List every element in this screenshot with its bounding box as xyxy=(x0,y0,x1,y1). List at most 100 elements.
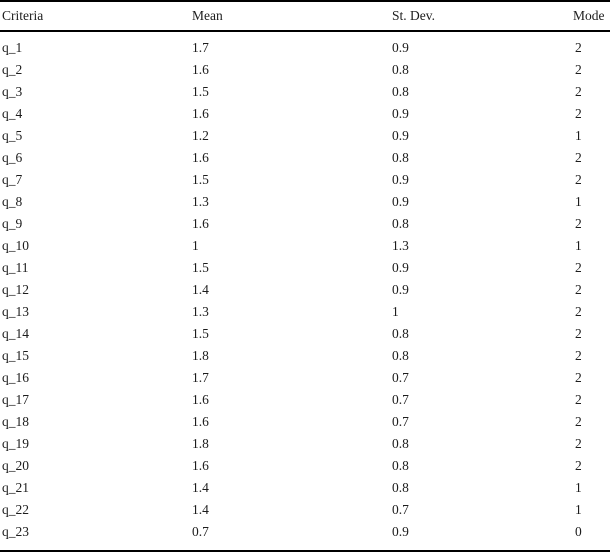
row-mode-cell: 2 xyxy=(575,172,582,188)
table-row: q_5 1.2 0.9 1 xyxy=(0,125,610,147)
row-mode-cell: 2 xyxy=(575,260,582,276)
row-st-dev-cell: 0.8 xyxy=(392,480,409,496)
row-criteria-cell: q_5 xyxy=(2,128,23,144)
row-mean-cell: 1.6 xyxy=(192,414,209,430)
row-mode-cell: 2 xyxy=(575,84,582,100)
row-mean-cell: 1 xyxy=(192,238,199,254)
row-st-dev-cell: 0.8 xyxy=(392,150,409,166)
row-mode-cell: 2 xyxy=(575,326,582,342)
row-mode-cell: 2 xyxy=(575,304,582,320)
table-row: q_1 1.7 0.9 2 xyxy=(0,37,610,59)
row-criteria-cell: q_15 xyxy=(2,348,29,364)
column-header-criteria: Criteria xyxy=(2,8,44,24)
table-row: q_23 0.7 0.9 0 xyxy=(0,521,610,543)
row-mode-cell: 1 xyxy=(575,480,582,496)
table-row: q_14 1.5 0.8 2 xyxy=(0,323,610,345)
row-criteria-cell: q_10 xyxy=(2,238,29,254)
row-mode-cell: 2 xyxy=(575,436,582,452)
row-st-dev-cell: 0.7 xyxy=(392,414,409,430)
table-row: q_18 1.6 0.7 2 xyxy=(0,411,610,433)
row-st-dev-cell: 0.7 xyxy=(392,370,409,386)
row-mean-cell: 1.6 xyxy=(192,150,209,166)
row-st-dev-cell: 0.9 xyxy=(392,128,409,144)
row-st-dev-cell: 0.9 xyxy=(392,260,409,276)
row-criteria-cell: q_23 xyxy=(2,524,29,540)
row-st-dev-cell: 0.8 xyxy=(392,216,409,232)
table-row: q_7 1.5 0.9 2 xyxy=(0,169,610,191)
row-mean-cell: 1.2 xyxy=(192,128,209,144)
table-row: q_6 1.6 0.8 2 xyxy=(0,147,610,169)
row-criteria-cell: q_7 xyxy=(2,172,23,188)
row-mean-cell: 1.5 xyxy=(192,260,209,276)
table-row: q_3 1.5 0.8 2 xyxy=(0,81,610,103)
row-st-dev-cell: 0.8 xyxy=(392,348,409,364)
table-row: q_2 1.6 0.8 2 xyxy=(0,59,610,81)
row-criteria-cell: q_6 xyxy=(2,150,23,166)
table-row: q_11 1.5 0.9 2 xyxy=(0,257,610,279)
row-mode-cell: 1 xyxy=(575,194,582,210)
row-mean-cell: 1.6 xyxy=(192,216,209,232)
table-row: q_17 1.6 0.7 2 xyxy=(0,389,610,411)
row-criteria-cell: q_21 xyxy=(2,480,29,496)
row-st-dev-cell: 0.7 xyxy=(392,392,409,408)
row-st-dev-cell: 0.9 xyxy=(392,172,409,188)
row-st-dev-cell: 0.7 xyxy=(392,502,409,518)
row-mode-cell: 2 xyxy=(575,106,582,122)
row-mode-cell: 2 xyxy=(575,370,582,386)
row-st-dev-cell: 0.9 xyxy=(392,194,409,210)
row-mode-cell: 1 xyxy=(575,128,582,144)
row-mode-cell: 2 xyxy=(575,40,582,56)
table-row: q_10 1 1.3 1 xyxy=(0,235,610,257)
table-body: q_1 1.7 0.9 2 q_2 1.6 0.8 2 q_3 1.5 0.8 2 q_4 1.6 0.9 2… xyxy=(0,32,610,550)
row-criteria-cell: q_13 xyxy=(2,304,29,320)
table-row: q_16 1.7 0.7 2 xyxy=(0,367,610,389)
row-st-dev-cell: 0.9 xyxy=(392,40,409,56)
row-criteria-cell: q_9 xyxy=(2,216,23,232)
row-mode-cell: 2 xyxy=(575,348,582,364)
row-criteria-cell: q_14 xyxy=(2,326,29,342)
row-mean-cell: 1.5 xyxy=(192,172,209,188)
row-criteria-cell: q_2 xyxy=(2,62,23,78)
row-st-dev-cell: 0.8 xyxy=(392,326,409,342)
row-st-dev-cell: 0.8 xyxy=(392,458,409,474)
row-criteria-cell: q_1 xyxy=(2,40,23,56)
table-row: q_20 1.6 0.8 2 xyxy=(0,455,610,477)
row-st-dev-cell: 0.8 xyxy=(392,62,409,78)
table-row: q_4 1.6 0.9 2 xyxy=(0,103,610,125)
row-mode-cell: 1 xyxy=(575,502,582,518)
row-mode-cell: 2 xyxy=(575,414,582,430)
table-row: q_22 1.4 0.7 1 xyxy=(0,499,610,521)
row-st-dev-cell: 0.9 xyxy=(392,524,409,540)
row-mean-cell: 1.4 xyxy=(192,502,209,518)
row-st-dev-cell: 0.9 xyxy=(392,282,409,298)
column-header-mean: Mean xyxy=(192,8,223,24)
row-criteria-cell: q_16 xyxy=(2,370,29,386)
row-st-dev-cell: 1.3 xyxy=(392,238,409,254)
table-row: q_13 1.3 1 2 xyxy=(0,301,610,323)
row-st-dev-cell: 0.9 xyxy=(392,106,409,122)
row-mean-cell: 1.3 xyxy=(192,194,209,210)
row-mode-cell: 2 xyxy=(575,150,582,166)
row-mode-cell: 2 xyxy=(575,62,582,78)
row-mean-cell: 1.5 xyxy=(192,326,209,342)
table-row: q_12 1.4 0.9 2 xyxy=(0,279,610,301)
row-criteria-cell: q_4 xyxy=(2,106,23,122)
row-mean-cell: 1.4 xyxy=(192,480,209,496)
table-row: q_21 1.4 0.8 1 xyxy=(0,477,610,499)
row-criteria-cell: q_20 xyxy=(2,458,29,474)
row-st-dev-cell: 1 xyxy=(392,304,399,320)
row-st-dev-cell: 0.8 xyxy=(392,84,409,100)
row-criteria-cell: q_17 xyxy=(2,392,29,408)
table-row: q_15 1.8 0.8 2 xyxy=(0,345,610,367)
table-row: q_9 1.6 0.8 2 xyxy=(0,213,610,235)
row-criteria-cell: q_8 xyxy=(2,194,23,210)
row-mean-cell: 1.6 xyxy=(192,458,209,474)
row-st-dev-cell: 0.8 xyxy=(392,436,409,452)
row-mode-cell: 2 xyxy=(575,392,582,408)
row-mode-cell: 2 xyxy=(575,216,582,232)
row-mean-cell: 1.6 xyxy=(192,106,209,122)
row-mean-cell: 1.8 xyxy=(192,348,209,364)
row-criteria-cell: q_12 xyxy=(2,282,29,298)
